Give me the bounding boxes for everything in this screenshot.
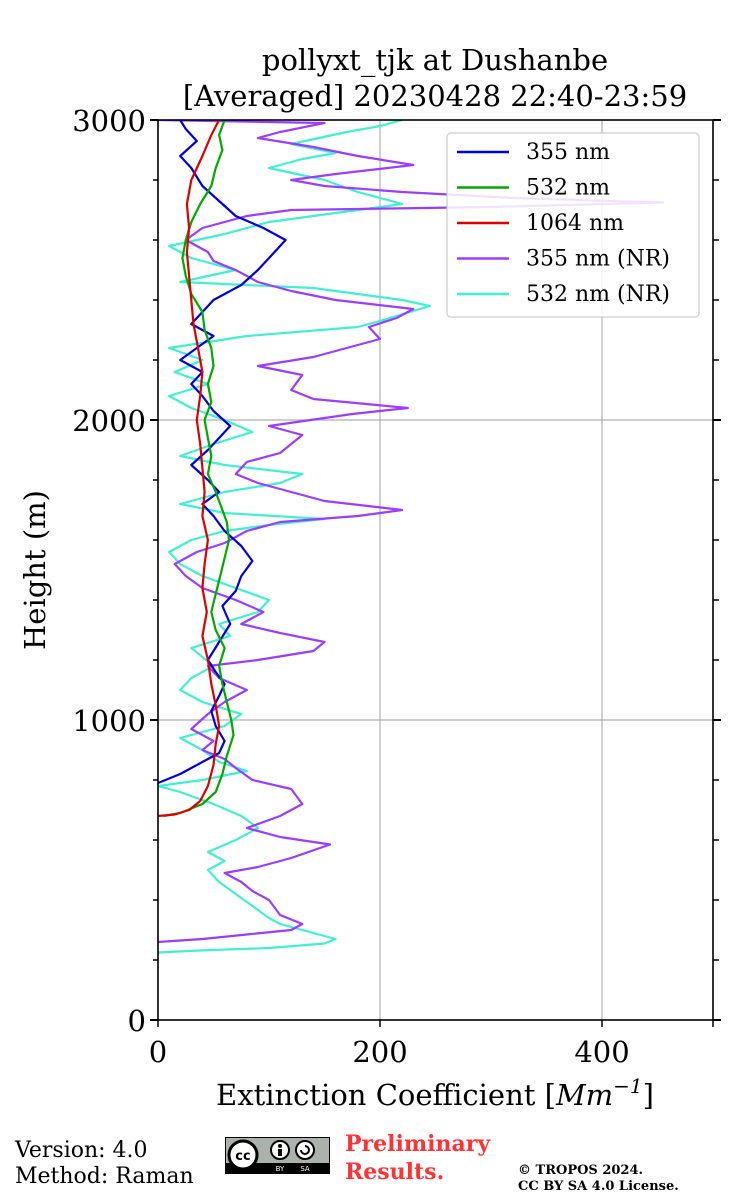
x-tick-label: 200 bbox=[352, 1035, 407, 1069]
legend-label: 532 nm bbox=[526, 176, 610, 201]
copyright-notice: © TROPOS 2024. CC BY SA 4.0 License. bbox=[518, 1163, 679, 1195]
version-info: Version: 4.0 Method: Raman bbox=[15, 1138, 194, 1190]
x-axis-label: Extinction Coefficient [Mm−1] bbox=[216, 1074, 654, 1112]
version-text: Version: 4.0 bbox=[15, 1138, 148, 1163]
sa-label: SA bbox=[300, 1165, 310, 1173]
x-tick-label: 0 bbox=[149, 1035, 167, 1069]
y-axis-label: Height (m) bbox=[18, 490, 52, 650]
cc-icon bbox=[227, 1139, 259, 1171]
preliminary-notice: Preliminary Results. bbox=[345, 1130, 490, 1186]
plot-area bbox=[158, 120, 665, 954]
cc-icon-text: cc bbox=[235, 1149, 250, 1164]
legend-label: 355 nm (NR) bbox=[526, 247, 670, 272]
sa-icon bbox=[295, 1140, 315, 1160]
legend-label: 1064 nm bbox=[526, 211, 624, 236]
axis-ticks: 0 200 400 0 1000 2000 3000 bbox=[72, 104, 721, 1069]
preliminary-line2: Results. bbox=[345, 1159, 445, 1185]
legend-label: 355 nm bbox=[526, 140, 610, 165]
series-line-355-nm-nr- bbox=[158, 120, 665, 944]
preliminary-line1: Preliminary bbox=[345, 1131, 491, 1157]
method-text: Method: Raman bbox=[15, 1164, 194, 1189]
legend: 355 nm 532 nm 1064 nm 355 nm (NR) 532 nm (NR… bbox=[446, 132, 700, 318]
y-tick-label: 0 bbox=[128, 1004, 146, 1038]
x-tick-label: 400 bbox=[574, 1035, 629, 1069]
copyright-line2: CC BY SA 4.0 License. bbox=[518, 1179, 679, 1194]
y-tick-label: 2000 bbox=[72, 404, 146, 438]
y-tick-label: 1000 bbox=[72, 704, 146, 738]
grid-lines bbox=[158, 120, 713, 1020]
chart-title-line1: pollyxt_tjk at Dushanbe bbox=[261, 43, 609, 77]
chart-title: pollyxt_tjk at Dushanbe [Averaged] 20230… bbox=[110, 42, 750, 114]
y-tick-label: 3000 bbox=[72, 104, 146, 138]
by-label: BY bbox=[276, 1165, 285, 1173]
legend-label: 532 nm (NR) bbox=[526, 282, 670, 307]
plot-frame bbox=[157, 119, 714, 1021]
series-line-1064-nm bbox=[158, 120, 221, 818]
legend-box bbox=[446, 132, 700, 318]
series-line-532-nm bbox=[163, 120, 235, 818]
series-line-532-nm-nr- bbox=[158, 120, 431, 954]
copyright-line1: © TROPOS 2024. bbox=[518, 1163, 644, 1178]
cc-license-badge: cc BY SA bbox=[225, 1137, 330, 1174]
chart-title-line2: [Averaged] 20230428 22:40-23:59 bbox=[182, 79, 688, 113]
